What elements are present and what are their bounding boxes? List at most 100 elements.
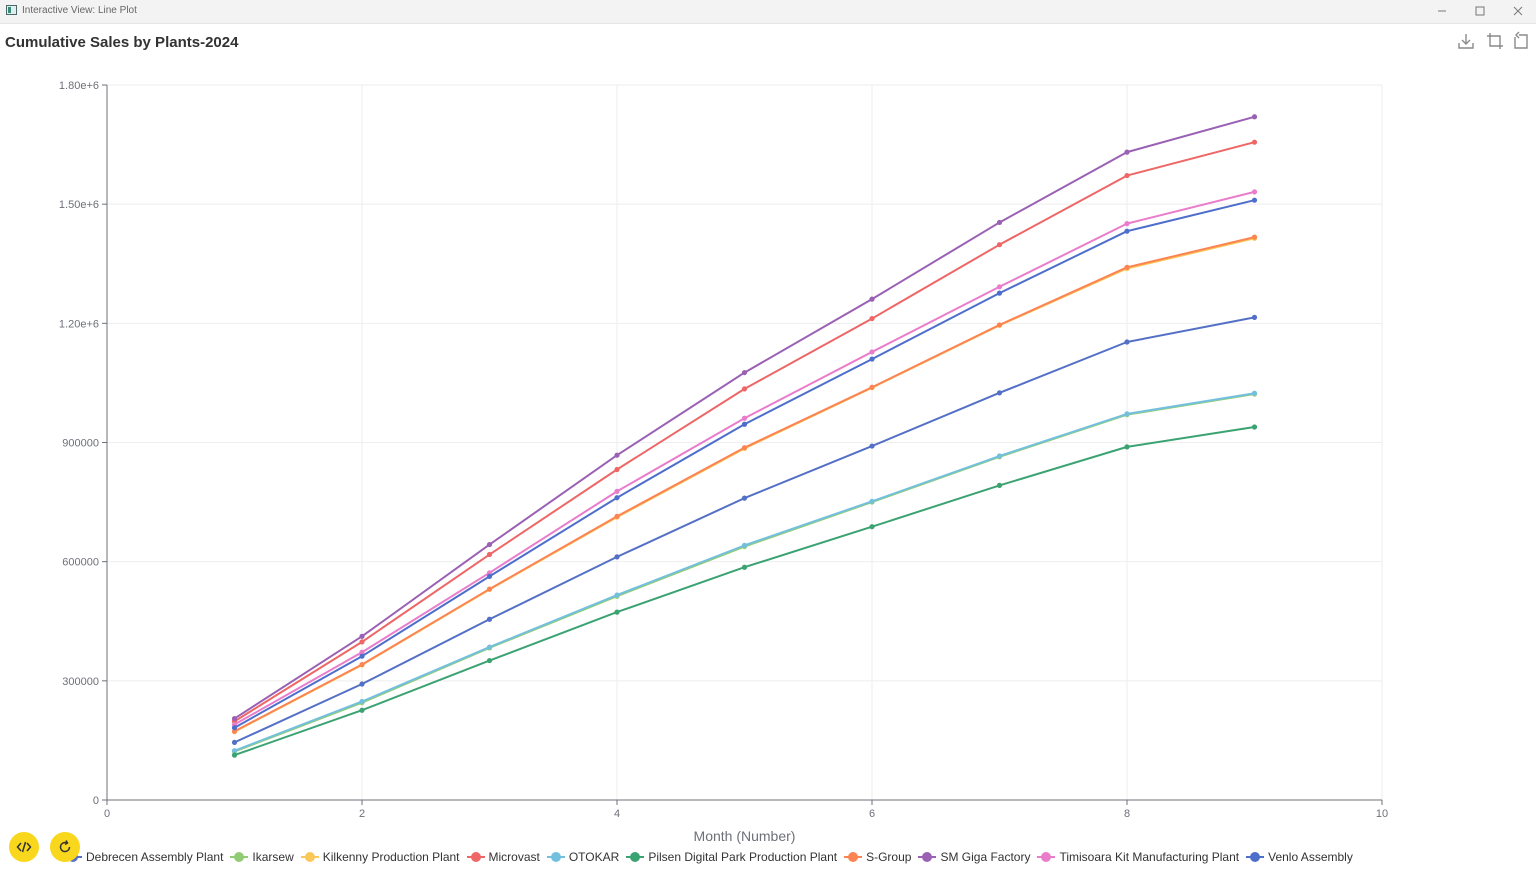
legend-item[interactable]: Timisoara Kit Manufacturing Plant <box>1037 850 1239 864</box>
data-point[interactable] <box>869 356 875 362</box>
legend-item[interactable]: Microvast <box>466 850 540 864</box>
data-point[interactable] <box>996 322 1003 328</box>
data-point[interactable] <box>869 384 875 390</box>
data-point[interactable] <box>741 495 748 501</box>
data-point[interactable] <box>996 242 1003 248</box>
data-point[interactable] <box>486 573 493 579</box>
data-point[interactable] <box>869 524 875 530</box>
data-point[interactable] <box>1124 411 1130 417</box>
data-point[interactable] <box>1124 172 1130 179</box>
data-point[interactable] <box>869 349 875 355</box>
data-point[interactable] <box>1124 264 1130 270</box>
data-point[interactable] <box>231 715 238 722</box>
data-point[interactable] <box>996 390 1003 396</box>
series-otokar[interactable] <box>231 390 1258 754</box>
data-point[interactable] <box>359 698 365 705</box>
data-point[interactable] <box>1124 228 1130 234</box>
data-point[interactable] <box>741 421 748 427</box>
legend-item[interactable]: Venlo Assembly <box>1246 850 1353 864</box>
legend-item[interactable]: S-Group <box>844 850 911 864</box>
data-point[interactable] <box>359 681 365 687</box>
data-point[interactable] <box>486 616 493 622</box>
data-point[interactable] <box>996 284 1003 290</box>
series-venlo-assembly[interactable] <box>231 197 1258 731</box>
data-point[interactable] <box>741 369 748 376</box>
series-microvast[interactable] <box>231 139 1258 724</box>
data-point[interactable] <box>869 296 875 302</box>
data-point[interactable] <box>359 707 365 713</box>
data-point[interactable] <box>1124 339 1130 345</box>
series-debrecen-assembly-plant[interactable] <box>231 314 1258 746</box>
data-point[interactable] <box>359 653 365 659</box>
legend-item[interactable]: Debrecen Assembly Plant <box>64 850 223 864</box>
data-point[interactable] <box>231 728 238 734</box>
close-button[interactable] <box>1506 2 1530 20</box>
download-button[interactable] <box>1456 31 1476 51</box>
download-icon <box>1458 34 1474 49</box>
data-point[interactable] <box>486 541 493 548</box>
data-point[interactable] <box>741 445 748 451</box>
series-pilsen-digital-park-production-plant[interactable] <box>231 424 1258 758</box>
refresh-button[interactable] <box>50 832 80 862</box>
data-point[interactable] <box>869 443 875 449</box>
data-point[interactable] <box>741 542 748 548</box>
data-point[interactable] <box>231 739 238 746</box>
data-point[interactable] <box>1251 189 1258 195</box>
data-point[interactable] <box>1251 197 1258 203</box>
data-point[interactable] <box>996 219 1003 226</box>
data-point[interactable] <box>359 633 365 639</box>
maximize-button[interactable] <box>1468 2 1492 20</box>
data-point[interactable] <box>486 586 493 592</box>
data-point[interactable] <box>614 495 620 501</box>
legend-item[interactable]: OTOKAR <box>546 850 619 864</box>
data-point[interactable] <box>741 564 748 570</box>
chart-title: Cumulative Sales by Plants-2024 <box>5 34 239 51</box>
data-point[interactable] <box>614 609 620 615</box>
data-point[interactable] <box>231 725 238 731</box>
data-point[interactable] <box>486 551 493 558</box>
data-point[interactable] <box>614 488 620 494</box>
data-point[interactable] <box>1251 424 1258 430</box>
data-point[interactable] <box>231 752 238 758</box>
minimize-button[interactable] <box>1430 2 1454 20</box>
data-point[interactable] <box>614 452 620 458</box>
series-sm-giga-factory[interactable] <box>231 114 1258 722</box>
data-point[interactable] <box>1124 444 1130 450</box>
series-timisoara-kit-manufacturing-plant[interactable] <box>231 189 1258 728</box>
grid-lines <box>107 84 1383 800</box>
data-point[interactable] <box>359 639 365 645</box>
data-point[interactable] <box>486 657 493 664</box>
data-point[interactable] <box>1251 390 1258 396</box>
data-point[interactable] <box>741 415 748 421</box>
data-point[interactable] <box>741 386 748 392</box>
data-point[interactable] <box>231 748 238 754</box>
series-kilkenny-production-plant[interactable] <box>231 235 1258 735</box>
data-point[interactable] <box>614 554 620 560</box>
data-point[interactable] <box>1251 314 1258 320</box>
restore-button[interactable] <box>1511 31 1531 51</box>
data-point[interactable] <box>486 644 493 650</box>
data-point[interactable] <box>996 482 1003 488</box>
data-point[interactable] <box>614 466 620 473</box>
data-point[interactable] <box>614 513 620 519</box>
data-point[interactable] <box>869 498 875 504</box>
data-point[interactable] <box>996 290 1003 296</box>
code-view-button[interactable] <box>9 832 39 862</box>
data-point[interactable] <box>1251 234 1258 240</box>
legend-item[interactable]: Ikarsew <box>230 850 294 864</box>
data-point[interactable] <box>996 453 1003 459</box>
data-point[interactable] <box>486 570 493 576</box>
legend-item[interactable]: SM Giga Factory <box>918 850 1030 864</box>
legend-item[interactable]: Kilkenny Production Plant <box>300 850 460 864</box>
data-point[interactable] <box>1124 149 1130 155</box>
data-point[interactable] <box>359 649 365 655</box>
data-point[interactable] <box>1251 139 1258 145</box>
data-point[interactable] <box>1124 221 1130 227</box>
data-point[interactable] <box>614 592 620 598</box>
data-point[interactable] <box>359 661 365 668</box>
legend-item[interactable]: Pilsen Digital Park Production Plant <box>626 850 837 864</box>
series-s-group[interactable] <box>231 234 1258 734</box>
zoom-select-button[interactable] <box>1485 31 1505 51</box>
data-point[interactable] <box>869 315 875 322</box>
data-point[interactable] <box>1251 114 1258 120</box>
